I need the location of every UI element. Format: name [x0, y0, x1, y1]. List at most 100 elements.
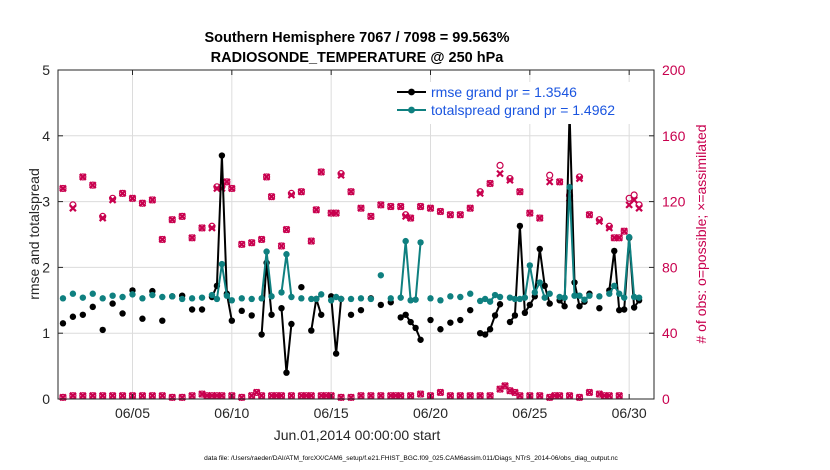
obs-possible-marker	[516, 188, 524, 196]
obs-assimilated-stroke	[585, 210, 594, 219]
obs-assimilated-stroke	[585, 388, 594, 397]
obs-assimilated-marker-bottom	[218, 391, 226, 400]
obs-assimilated-marker-bottom	[416, 390, 425, 398]
obs-assimilated-marker-bottom	[79, 391, 87, 400]
totalspread-point	[238, 295, 245, 302]
obs-assimilated-stroke	[446, 391, 455, 400]
obs-assimilated-stroke	[396, 391, 405, 400]
obs-assimilated-stroke	[575, 174, 584, 183]
rmse-point	[248, 312, 255, 319]
obs-assimilated-marker	[267, 192, 276, 201]
obs-assimilated-stroke	[516, 391, 524, 400]
obs-assimilated-marker	[262, 173, 271, 181]
totalspread-point	[481, 295, 489, 303]
obs-assimilated-stroke	[545, 178, 554, 186]
obs-assimilated-stroke	[287, 391, 296, 400]
rmse-point	[521, 309, 529, 317]
y-tick-label: 4	[42, 128, 50, 144]
obs-possible-marker	[615, 234, 623, 242]
obs-possible-marker	[128, 194, 137, 202]
rmse-point	[496, 301, 504, 308]
obs-assimilated-stroke	[198, 390, 206, 398]
rmse-point	[476, 330, 484, 337]
totalspread-point	[407, 297, 414, 304]
obs-assimilated-marker	[436, 207, 445, 216]
totalspread-point	[566, 183, 573, 191]
obs-assimilated-stroke	[486, 391, 494, 400]
obs-assimilated-stroke	[615, 234, 624, 242]
obs-possible-marker	[416, 202, 425, 211]
obs-assimilated-stroke	[357, 204, 365, 212]
obs-assimilated-stroke	[386, 202, 395, 211]
obs-possible-marker	[496, 161, 504, 170]
rmse-point	[407, 318, 414, 326]
totalspread-point	[347, 295, 355, 303]
obs-assimilated-marker	[516, 187, 524, 196]
obs-assimilated-marker	[555, 178, 564, 186]
obs-assimilated-marker-bottom	[158, 391, 167, 400]
obs-assimilated-marker	[247, 238, 256, 247]
obs-assimilated-stroke	[252, 388, 261, 397]
obs-assimilated-stroke	[516, 187, 524, 196]
x-axis-label: Jun.01,2014 00:00:00 start	[274, 427, 441, 443]
rmse-point	[218, 152, 226, 159]
obs-possible-marker	[426, 204, 435, 212]
rmse-point	[457, 316, 464, 324]
obs-possible-marker-bottom	[168, 393, 176, 401]
obs-assimilated-marker-bottom	[88, 391, 97, 400]
obs-assimilated-marker-bottom	[98, 391, 107, 400]
rmse-point	[621, 306, 628, 313]
obs-possible-marker	[377, 201, 385, 209]
chart-subtitle: RADIOSONDE_TEMPERATURE @ 250 hPa	[211, 50, 505, 66]
obs-assimilated-marker	[138, 199, 147, 208]
obs-assimilated-stroke	[446, 210, 455, 219]
totalspread-line	[399, 240, 422, 302]
obs-assimilated-marker	[277, 242, 286, 250]
rmse-point	[238, 307, 245, 315]
totalspread-point	[635, 294, 643, 301]
obs-possible-marker	[248, 239, 256, 247]
totalspread-point	[79, 294, 87, 301]
obs-possible-marker	[397, 202, 405, 211]
obs-possible-marker	[307, 237, 315, 245]
legend-label-totalspread: totalspread grand pr = 1.4962	[431, 102, 615, 118]
obs-possible-marker	[178, 212, 186, 221]
obs-assimilated-stroke	[158, 235, 167, 244]
obs-assimilated-marker-bottom	[555, 391, 564, 400]
obs-assimilated-marker	[108, 196, 117, 204]
totalspread-point	[337, 295, 345, 303]
obs-assimilated-stroke	[506, 176, 514, 184]
obs-assimilated-stroke	[223, 178, 231, 186]
rmse-point	[402, 311, 409, 318]
rmse-point	[59, 320, 67, 327]
obs-assimilated-stroke	[496, 169, 504, 178]
totalspread-point	[467, 290, 474, 297]
obs-assimilated-stroke	[401, 212, 410, 221]
totalspread-point	[109, 292, 116, 299]
rmse-point	[486, 326, 494, 333]
obs-possible-marker	[466, 204, 474, 212]
rmse-point	[139, 315, 146, 322]
rmse-point	[188, 306, 196, 313]
obs-assimilated-marker	[476, 189, 484, 198]
obs-assimilated-stroke	[307, 237, 316, 245]
rmse-point	[109, 300, 116, 307]
obs-assimilated-marker	[506, 176, 514, 184]
obs-possible-marker-bottom	[59, 393, 67, 401]
rmse-point	[258, 331, 265, 338]
x-tick-label: 06/20	[413, 405, 448, 421]
rmse-point	[630, 304, 638, 311]
obs-assimilated-marker	[98, 214, 107, 222]
totalspread-point	[188, 295, 196, 302]
obs-assimilated-marker-bottom	[486, 391, 494, 400]
legend-box	[393, 82, 648, 124]
obs-assimilated-stroke	[406, 391, 415, 400]
obs-assimilated-marker-bottom	[69, 391, 77, 400]
obs-possible-marker	[347, 188, 355, 196]
obs-assimilated-stroke	[168, 215, 177, 224]
obs-assimilated-marker-bottom	[436, 388, 445, 397]
obs-assimilated-marker-bottom	[511, 388, 519, 397]
obs-assimilated-marker	[377, 201, 385, 209]
y2-tick-label: 200	[662, 62, 686, 78]
obs-assimilated-marker	[456, 210, 465, 219]
